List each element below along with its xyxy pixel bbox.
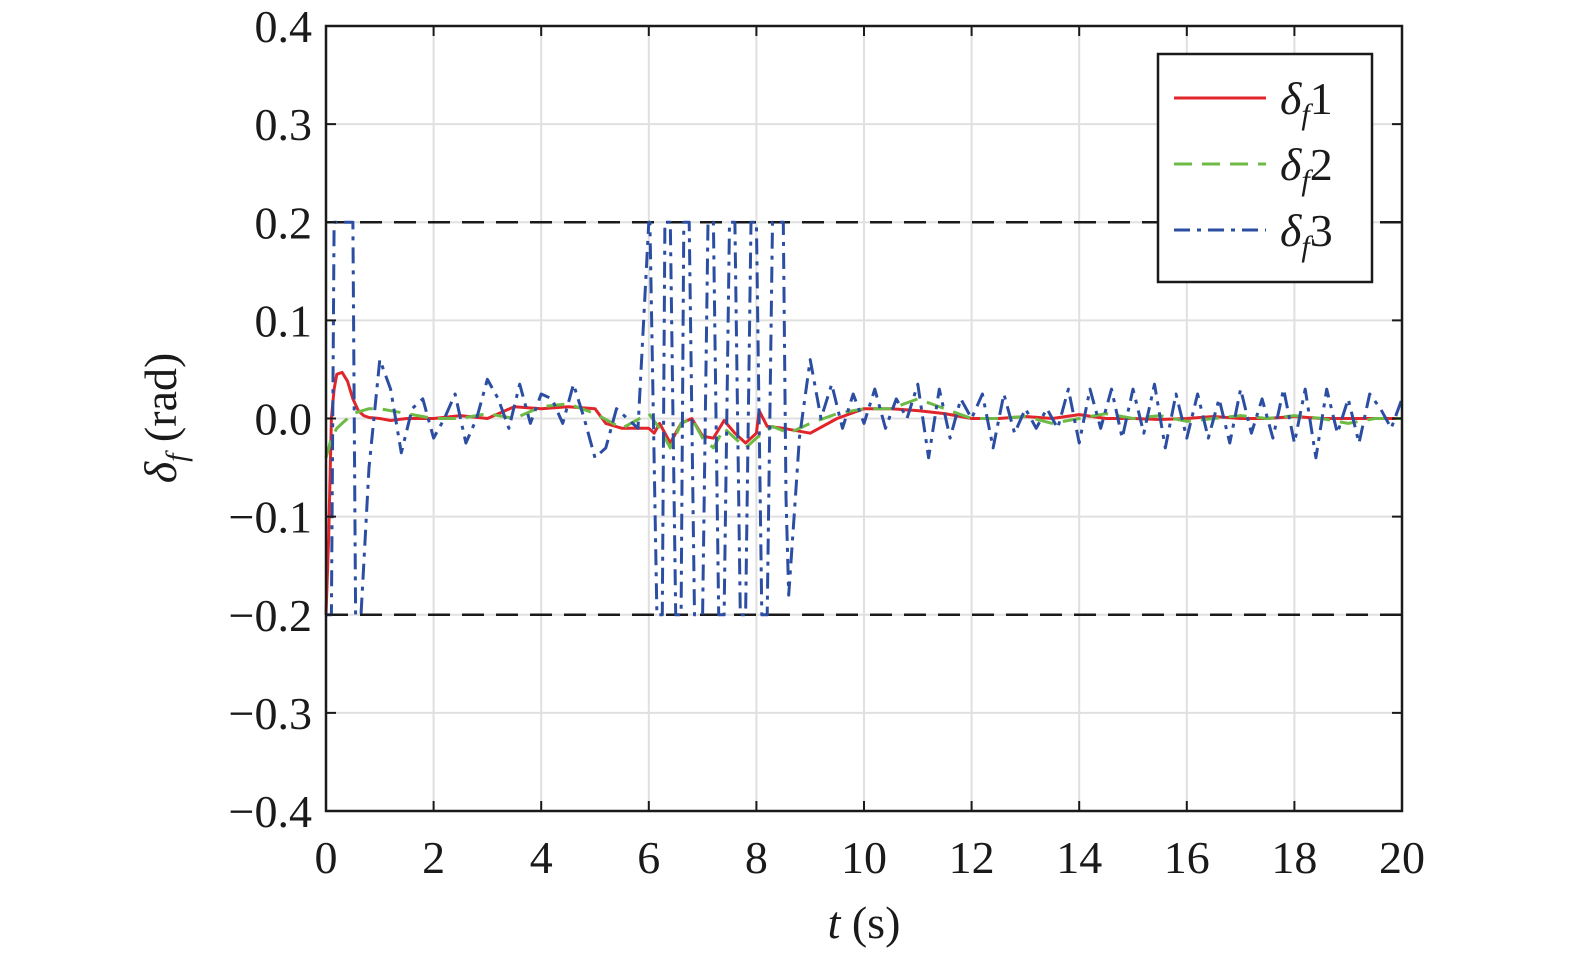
y-tick-label: 0.1 [255,295,313,346]
x-tick-label: 0 [315,832,338,883]
series-group [324,220,1404,617]
tick-marks [325,25,1403,812]
legend-label-1: δf1 [1280,73,1333,131]
legend-label-3: δf3 [1280,205,1333,263]
x-tick-label: 10 [841,832,887,883]
x-tick-label: 18 [1271,832,1317,883]
x-axis-label: t (s) [828,897,901,948]
series-line-2 [324,397,1402,459]
y-tick-label: −0.3 [229,688,312,739]
x-tick-label: 16 [1164,832,1210,883]
legend-label-2: δf2 [1280,139,1333,197]
y-tick-label: 0.2 [255,197,313,248]
y-axis-unit: (rad) [135,353,186,454]
series-line-3 [326,220,1404,617]
x-tick-label: 4 [530,832,553,883]
y-axis-label: δf (rad) [135,353,193,484]
x-tick-label: 14 [1056,832,1102,883]
y-tick-label: 0.0 [255,394,313,445]
legend-entries: δf1 δf2 δf3 [1174,73,1333,263]
y-tick-label: −0.2 [229,590,312,641]
y-tick-labels: 0.4 0.3 0.2 0.1 0.0 −0.1 −0.2 −0.3 −0.4 [229,1,312,837]
x-tick-label: 2 [422,832,445,883]
x-tick-label: 20 [1379,832,1425,883]
x-tick-label: 6 [637,832,660,883]
legend: δf1 δf2 δf3 [1156,52,1374,284]
x-axis-symbol: t [828,897,842,948]
x-tick-label: 12 [949,832,995,883]
y-tick-label: 0.4 [255,1,313,52]
x-tick-label: 8 [745,832,768,883]
legend-box [1156,52,1374,284]
y-tick-label: 0.3 [255,99,313,150]
y-axis-symbol: δ [135,461,186,483]
y-tick-label: −0.4 [229,786,312,837]
y-tick-label: −0.1 [229,492,312,543]
x-axis-unit: (s) [840,897,900,948]
x-tick-labels: 0 2 4 6 8 10 12 14 16 18 20 [315,832,1426,883]
